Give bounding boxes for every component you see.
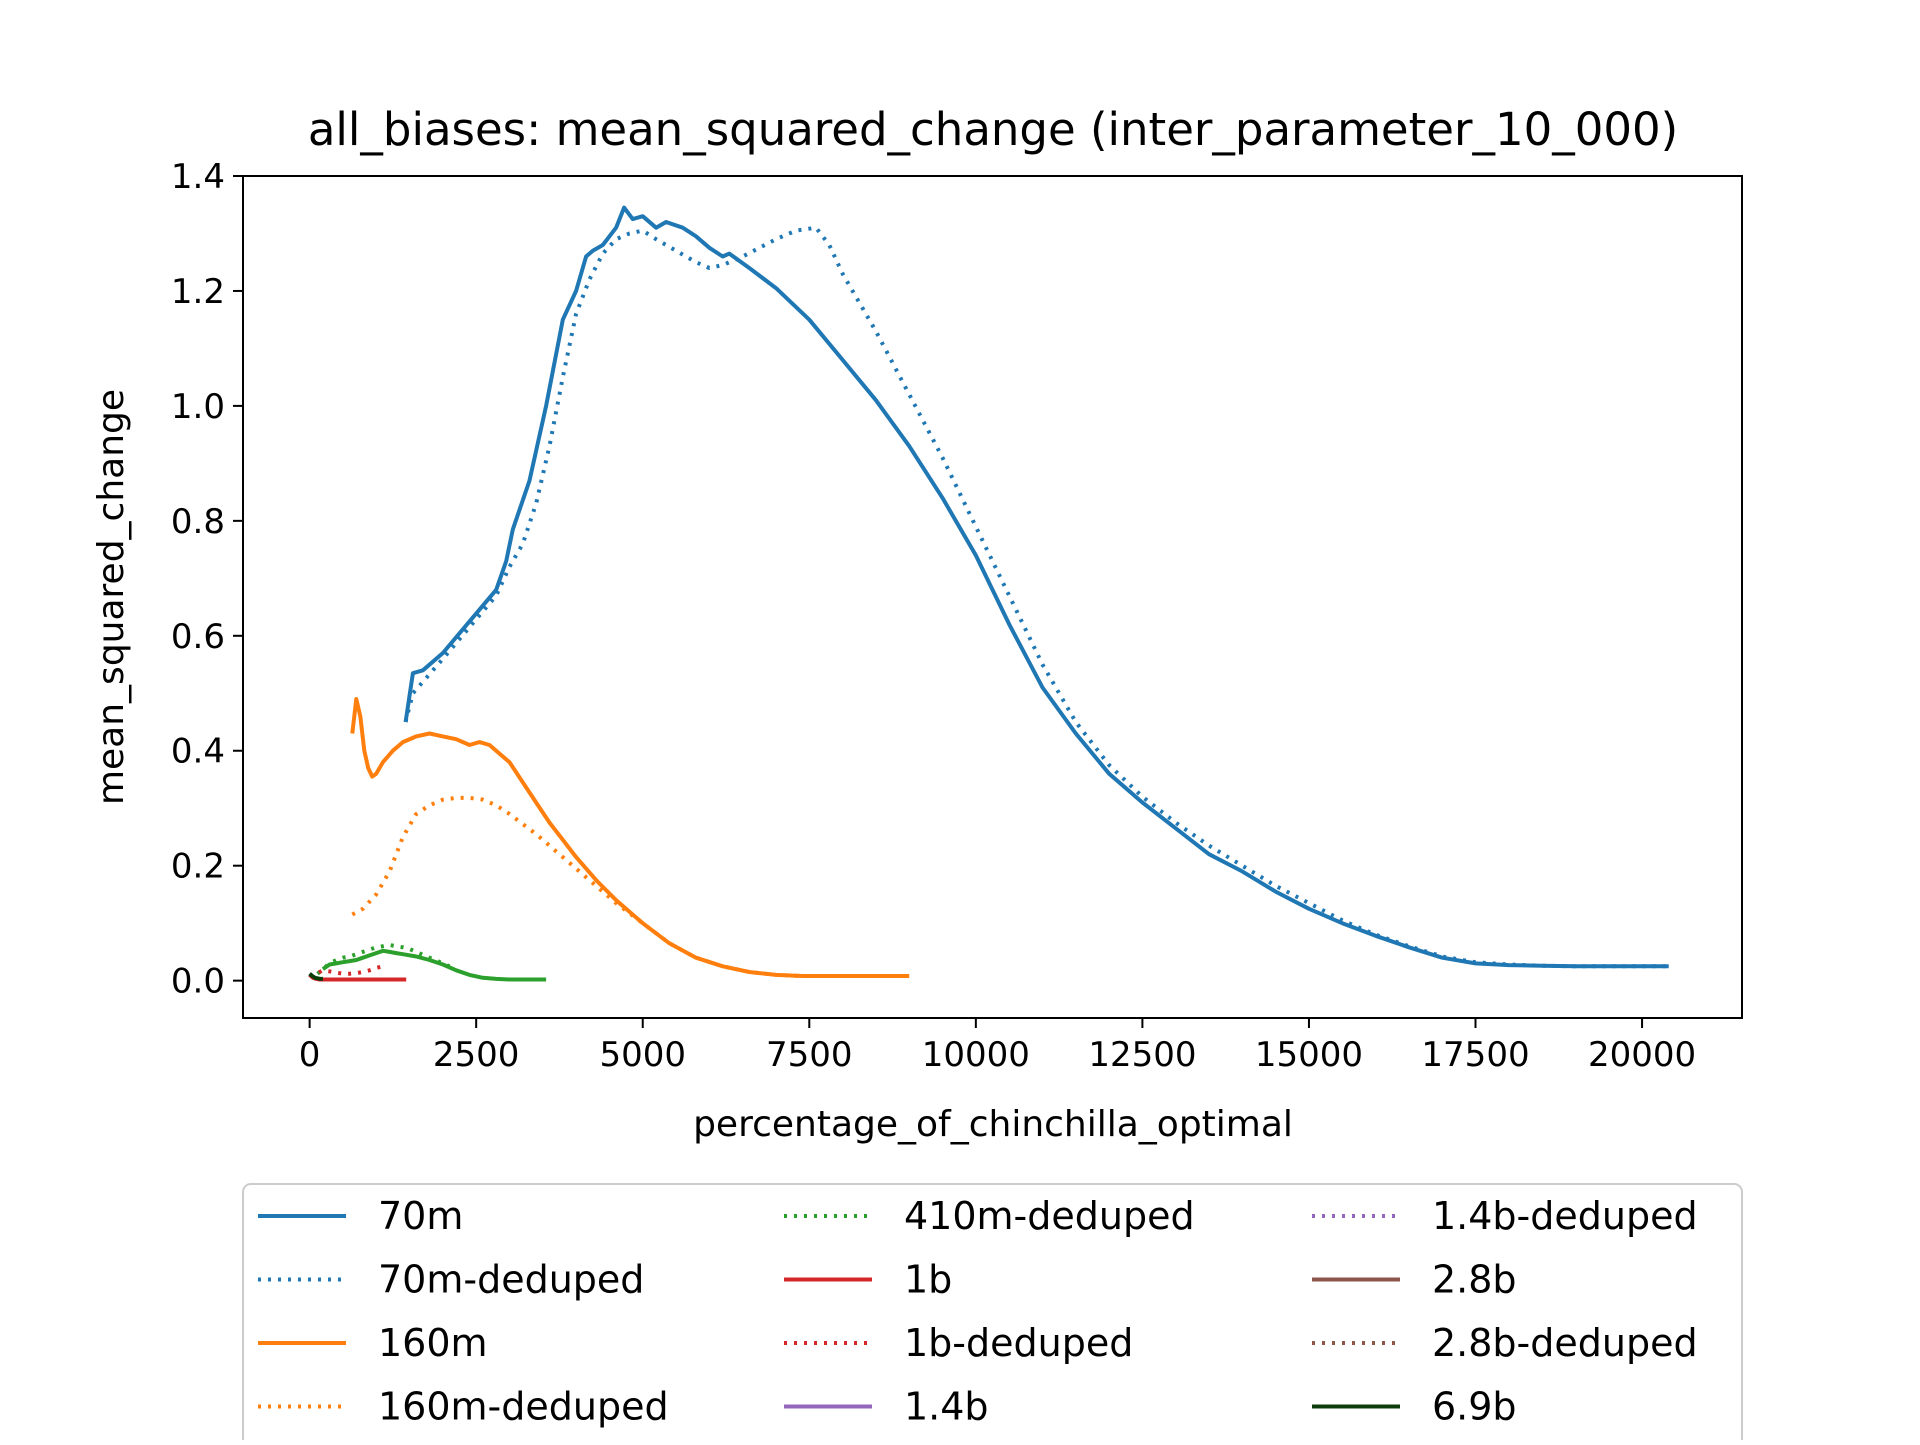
y-tick-label: 0.8 — [171, 502, 225, 542]
y-tick-label: 0.0 — [171, 962, 225, 1002]
legend-label-70m: 70m — [378, 1194, 463, 1238]
x-axis-label: percentage_of_chinchilla_optimal — [693, 1104, 1293, 1145]
legend-label-160m-deduped: 160m-deduped — [378, 1385, 669, 1429]
y-tick-label: 0.2 — [171, 847, 225, 887]
x-tick-label: 15000 — [1255, 1035, 1363, 1075]
y-tick-label: 1.4 — [171, 157, 225, 197]
series-line-160m-deduped — [351, 795, 910, 978]
chart-title: all_biases: mean_squared_change (inter_p… — [308, 103, 1678, 156]
x-tick-label: 10000 — [922, 1035, 1030, 1075]
y-tick-label: 1.2 — [171, 272, 225, 312]
legend-label-2-8b: 2.8b — [1432, 1258, 1517, 1302]
y-axis: 0.0 0.2 0.4 0.6 0.8 1.0 1.2 1.4 — [171, 157, 243, 1002]
x-axis: 0 2500 5000 7500 10000 12500 15000 17500 20000 — [299, 1018, 1696, 1075]
legend-label-160m: 160m — [378, 1321, 488, 1365]
series-line-6-9b — [308, 972, 323, 981]
axes-frame — [242, 175, 1743, 1019]
legend-label-1-4b: 1.4b — [904, 1385, 989, 1429]
legend-label-410m-deduped: 410m-deduped — [904, 1194, 1195, 1238]
y-tick-label: 1.0 — [171, 387, 225, 427]
legend-label-1b: 1b — [904, 1258, 952, 1302]
x-tick-label: 7500 — [766, 1035, 853, 1075]
y-tick-label: 0.4 — [171, 732, 225, 772]
y-axis-label: mean_squared_change — [91, 389, 132, 805]
legend-label-70m-deduped: 70m-deduped — [378, 1258, 644, 1302]
series-line-1b-deduped — [308, 964, 384, 978]
series-line-1b — [308, 973, 407, 982]
x-tick-label: 5000 — [599, 1035, 686, 1075]
series-line-70m-deduped — [403, 225, 1669, 969]
legend-frame — [242, 1183, 1743, 1445]
legend-label-2-8b-deduped: 2.8b-deduped — [1432, 1321, 1698, 1365]
series-line-unlabeled — [321, 948, 547, 982]
x-tick-label: 17500 — [1421, 1035, 1529, 1075]
series-line-70m — [403, 205, 1669, 969]
legend-label-6-9b: 6.9b — [1432, 1385, 1517, 1429]
x-tick-label: 2500 — [433, 1035, 520, 1075]
legend-label-1-4b-deduped: 1.4b-deduped — [1432, 1194, 1698, 1238]
legend: 70m 70m-deduped 160m 160m-deduped 410m-dedup… — [242, 1183, 1743, 1445]
legend-label-1b-deduped: 1b-deduped — [904, 1321, 1133, 1365]
x-tick-label: 0 — [299, 1035, 321, 1075]
x-tick-label: 20000 — [1588, 1035, 1696, 1075]
y-tick-label: 0.6 — [171, 617, 225, 657]
series-line-160m — [350, 697, 910, 978]
x-tick-label: 12500 — [1088, 1035, 1196, 1075]
plot-area — [308, 205, 1669, 982]
series-line-410m-deduped — [316, 943, 451, 976]
